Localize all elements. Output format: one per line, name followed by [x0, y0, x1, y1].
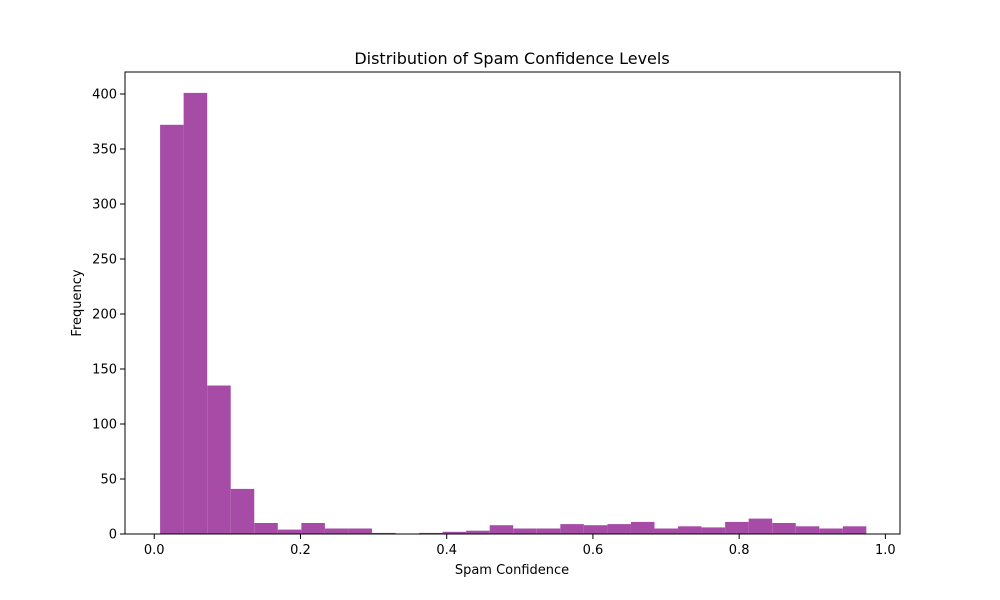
histogram-bar [254, 523, 278, 534]
histogram-bar [725, 521, 749, 534]
y-tick-label: 300 [92, 198, 117, 213]
y-tick-label: 250 [92, 253, 117, 268]
histogram-bar [419, 532, 443, 534]
histogram-bar [630, 521, 655, 534]
y-axis-label: Frequency [70, 269, 85, 336]
histogram-bar [183, 92, 208, 535]
x-tick-label: 1.0 [875, 543, 896, 558]
histogram-bar [513, 528, 537, 534]
histogram-bar [819, 528, 843, 534]
histogram-bar [607, 524, 631, 534]
y-tick-label: 200 [92, 308, 117, 323]
y-tick-label: 100 [92, 418, 117, 433]
histogram-bar [301, 523, 325, 534]
histogram-bar [230, 488, 255, 534]
y-tick-label: 400 [92, 88, 117, 103]
y-tick-label: 350 [92, 143, 117, 158]
histogram-bars [160, 92, 867, 535]
y-tick-label: 150 [92, 363, 117, 378]
histogram-bar [371, 532, 396, 534]
y-axis-ticks: 0 50 100 150 200 250 300 350 400 [92, 88, 125, 543]
histogram-bar [795, 526, 820, 534]
histogram-bar [654, 528, 679, 534]
x-axis-ticks: 0.0 0.2 0.4 0.6 0.8 1.0 [144, 534, 896, 558]
x-axis-label: Spam Confidence [455, 563, 569, 578]
histogram-bar [160, 124, 184, 535]
histogram-bar [324, 528, 349, 534]
histogram-bar [583, 525, 608, 534]
histogram-bar [536, 528, 561, 534]
histogram-bar [348, 528, 372, 534]
y-tick-label: 50 [100, 473, 117, 488]
x-tick-label: 0.6 [583, 543, 604, 558]
plot-frame [124, 71, 901, 535]
y-tick-label: 0 [109, 528, 117, 543]
histogram-bar [466, 530, 490, 534]
x-tick-label: 0.8 [729, 543, 750, 558]
x-tick-label: 0.2 [290, 543, 311, 558]
chart-title: Distribution of Spam Confidence Levels [354, 49, 669, 68]
histogram-bar [489, 525, 514, 534]
histogram-bar [842, 526, 867, 534]
x-tick-label: 0.4 [436, 543, 457, 558]
histogram-bar [772, 523, 796, 534]
histogram-bar [678, 526, 702, 534]
histogram-bar [207, 385, 231, 534]
histogram-bar [442, 531, 467, 534]
histogram-bar [277, 529, 302, 534]
histogram-bar [560, 524, 584, 534]
histogram-bar [701, 527, 726, 534]
histogram-bar [748, 518, 773, 534]
x-tick-label: 0.0 [144, 543, 165, 558]
